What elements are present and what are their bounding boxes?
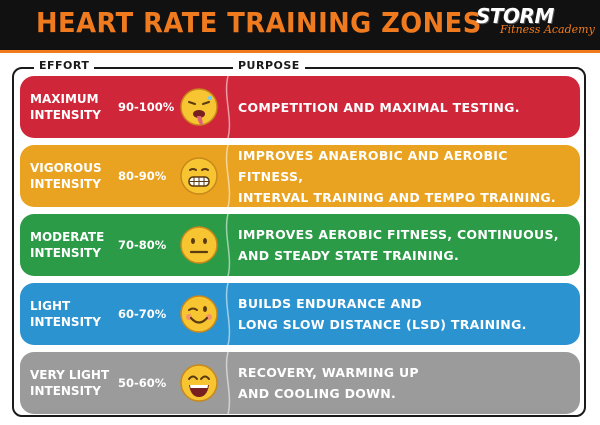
zone-row-very-light: VERY LIGHT INTENSITY 50-60% RECOVERY, WA…: [20, 352, 580, 414]
zone-row-vigorous: VIGOROUS INTENSITY 80-90% IMPROVES ANAER…: [20, 145, 580, 207]
zone-divider: [225, 214, 231, 276]
grimacing-face-icon: [180, 157, 218, 195]
effort-column-label: EFFORT: [34, 59, 95, 73]
zone-range: 70-80%: [118, 238, 167, 252]
neutral-face-icon: [180, 226, 218, 264]
logo-subtitle: Fitness Academy: [500, 23, 595, 36]
zone-divider: [225, 352, 231, 414]
zone-name: MODERATE INTENSITY: [30, 230, 105, 260]
zone-range: 50-60%: [118, 376, 167, 390]
header-bar: HEART RATE TRAINING ZONES STORM Fitness …: [0, 0, 600, 50]
zone-row-light: LIGHT INTENSITY 60-70% BUILDS ENDURANCE …: [20, 283, 580, 345]
zone-range: 60-70%: [118, 307, 167, 321]
zone-purpose: RECOVERY, WARMING UP AND COOLING DOWN.: [238, 365, 419, 401]
storm-logo: STORM Fitness Academy: [476, 4, 595, 46]
zone-name: VIGOROUS INTENSITY: [30, 161, 102, 191]
winking-face-icon: [180, 295, 218, 333]
zone-name: MAXIMUM INTENSITY: [30, 92, 101, 122]
header-accent-line: [0, 50, 600, 53]
zone-divider: [225, 145, 231, 207]
grinning-face-icon: [180, 364, 218, 402]
exhausted-face-icon: [180, 88, 218, 126]
zone-divider: [225, 283, 231, 345]
page-title: HEART RATE TRAINING ZONES: [36, 6, 482, 39]
zone-divider: [225, 76, 231, 138]
zone-purpose: COMPETITION AND MAXIMAL TESTING.: [238, 99, 520, 115]
zone-range: 80-90%: [118, 169, 167, 183]
zone-purpose: IMPROVES ANAEROBIC AND AEROBIC FITNESS, …: [238, 147, 556, 205]
zone-name: LIGHT INTENSITY: [30, 299, 101, 329]
zone-purpose: IMPROVES AEROBIC FITNESS, CONTINUOUS, AN…: [238, 227, 559, 263]
zone-row-maximum: MAXIMUM INTENSITY 90-100% COMPETITION AN…: [20, 76, 580, 138]
purpose-column-label: PURPOSE: [233, 59, 305, 73]
zone-purpose: BUILDS ENDURANCE AND LONG SLOW DISTANCE …: [238, 296, 527, 332]
zone-row-moderate: MODERATE INTENSITY 70-80% IMPROVES AEROB…: [20, 214, 580, 276]
zone-range: 90-100%: [118, 100, 175, 114]
logo-wordmark: STORM: [476, 4, 554, 28]
zone-name: VERY LIGHT INTENSITY: [30, 368, 110, 398]
